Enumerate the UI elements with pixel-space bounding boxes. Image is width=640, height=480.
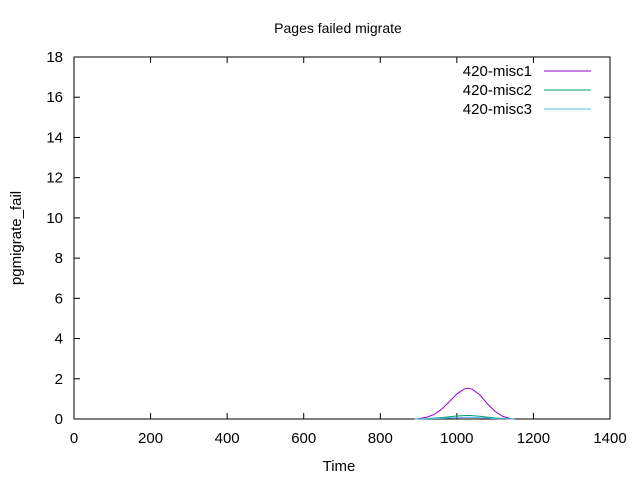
x-tick-label: 800 (368, 430, 393, 447)
x-tick-label: 1400 (593, 430, 626, 447)
x-axis-ticks: 0 200 400 600 800 1000 1200 1400 (70, 57, 627, 447)
y-tick-label: 18 (46, 49, 63, 66)
y-tick-label: 10 (46, 210, 63, 227)
x-tick-label: 1000 (440, 430, 473, 447)
y-tick-label: 8 (55, 250, 63, 267)
x-axis-title: Time (323, 458, 356, 475)
y-axis-ticks: 0 2 4 6 8 10 12 14 16 18 (46, 49, 610, 428)
y-axis-title: pgmigrate_fail (8, 191, 25, 285)
legend-label: 420-misc1 (463, 63, 532, 80)
x-tick-label: 0 (70, 430, 78, 447)
plot-frame (73, 56, 611, 420)
y-tick-label: 4 (55, 331, 63, 348)
plot-border (73, 56, 611, 420)
x-tick-label: 1200 (517, 430, 550, 447)
x-tick-label: 400 (215, 430, 240, 447)
chart-title: Pages failed migrate (274, 20, 402, 36)
series-line-420-misc1 (414, 387, 515, 420)
y-tick-label: 6 (55, 290, 63, 307)
legend: 420-misc1 420-misc2 420-misc3 (463, 63, 591, 118)
y-tick-label: 16 (46, 89, 63, 106)
y-tick-label: 0 (55, 411, 63, 428)
series-line-420-misc3 (414, 416, 515, 420)
x-tick-label: 600 (291, 430, 316, 447)
y-tick-label: 12 (46, 170, 63, 187)
x-tick-label: 200 (138, 430, 163, 447)
y-tick-label: 14 (46, 129, 63, 146)
y-tick-label: 2 (55, 371, 63, 388)
legend-label: 420-misc3 (463, 101, 532, 118)
series-group (414, 387, 515, 420)
legend-label: 420-misc2 (463, 82, 532, 99)
